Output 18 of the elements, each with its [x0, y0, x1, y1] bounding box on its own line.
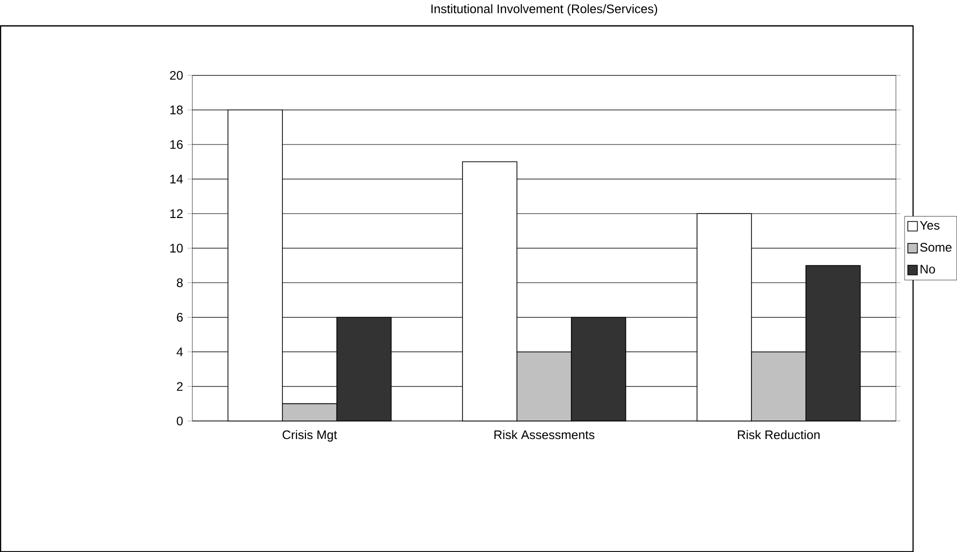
y-tick-label: 16: [170, 140, 183, 149]
legend-label: Some: [920, 242, 952, 252]
x-tick-label: Risk Assessments: [494, 430, 594, 440]
y-tick-label: 2: [176, 382, 183, 391]
x-tick-label: Crisis Mgt: [282, 430, 338, 442]
y-tick-label: 6: [176, 312, 183, 322]
y-tick-label: 4: [176, 347, 183, 356]
y-tick-label: 12: [170, 209, 183, 218]
y-tick-label: 14: [170, 174, 183, 184]
y-tick-label: 18: [170, 105, 183, 114]
y-tick-label: 8: [176, 278, 183, 287]
chart-title: Institutional Involvement (Roles/Services): [431, 4, 658, 16]
y-tick-label: 20: [170, 70, 183, 80]
x-tick-label: Risk Reduction: [738, 430, 820, 440]
y-tick-label: 0: [176, 416, 183, 426]
legend-label: Yes: [920, 220, 940, 230]
legend-label: No: [920, 264, 935, 274]
y-tick-label: 10: [170, 244, 183, 252]
